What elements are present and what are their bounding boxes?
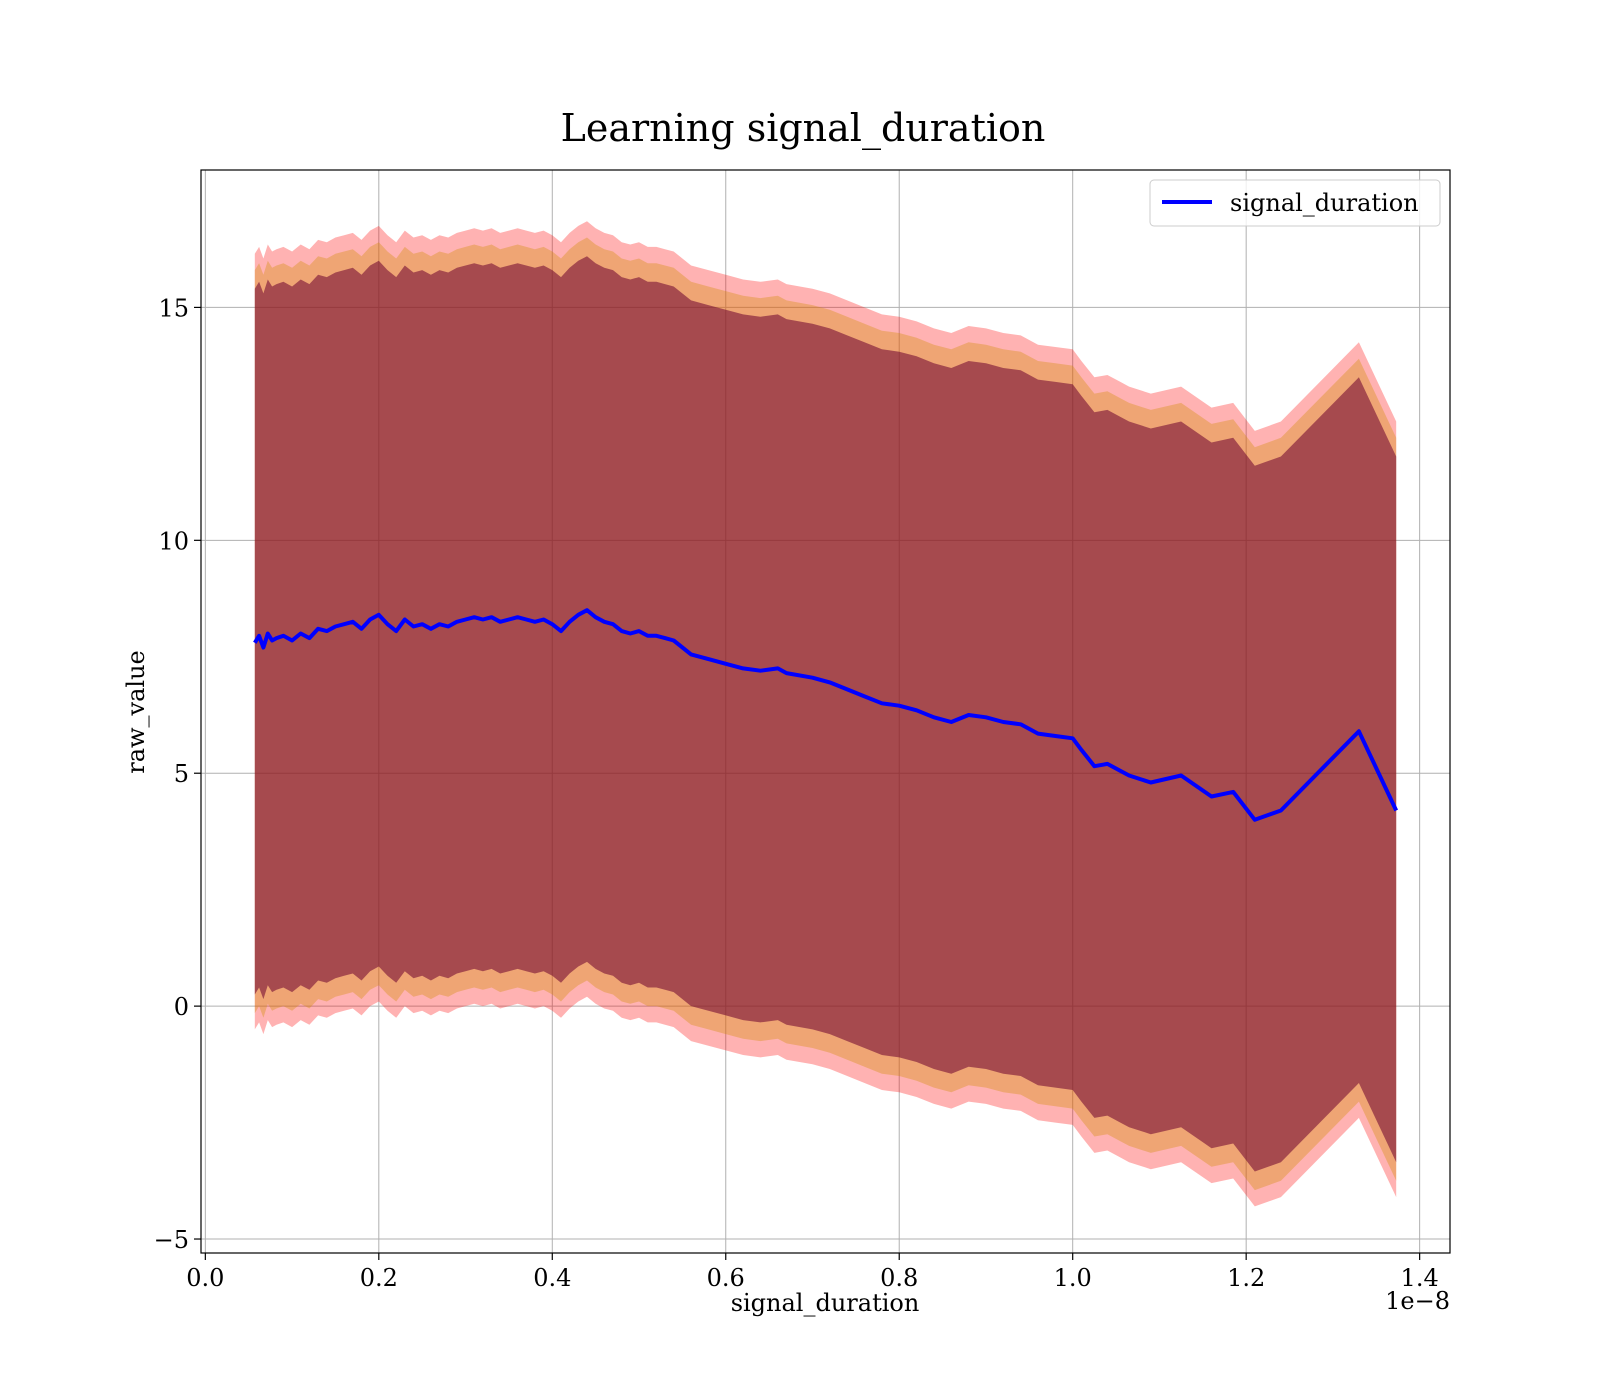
legend-box bbox=[1149, 179, 1441, 227]
y-axis-label: raw_value bbox=[122, 650, 150, 774]
x-tick-label: 0.4 bbox=[533, 1264, 571, 1292]
x-tick-label: 1.4 bbox=[1401, 1264, 1439, 1292]
x-tick-label: 0.0 bbox=[186, 1264, 224, 1292]
y-tick-label: 10 bbox=[158, 527, 189, 555]
y-axis-ticks: −5 0 5 10 15 bbox=[154, 294, 201, 1254]
x-axis-ticks: 0.0 0.2 0.4 0.6 0.8 1.0 1.2 1.4 bbox=[186, 1253, 1439, 1292]
chart-title: Learning signal_duration bbox=[561, 106, 1046, 151]
x-tick-label: 0.2 bbox=[360, 1264, 398, 1292]
legend-label: signal_duration bbox=[1230, 189, 1419, 217]
x-tick-label: 0.6 bbox=[707, 1264, 745, 1292]
y-tick-label: 5 bbox=[174, 760, 189, 788]
series-line-signal-duration bbox=[253, 608, 1399, 822]
y-tick-label: −5 bbox=[154, 1226, 189, 1254]
x-axis-label: signal_duration bbox=[731, 1289, 920, 1317]
plot-frame bbox=[200, 169, 1451, 1254]
series-lines bbox=[253, 608, 1399, 822]
x-axis-offset-label: 1e−8 bbox=[1385, 1287, 1450, 1315]
legend: signal_duration bbox=[1149, 179, 1441, 227]
band-area bbox=[254, 256, 1397, 1172]
x-tick-label: 1.2 bbox=[1227, 1264, 1265, 1292]
x-tick-label: 1.0 bbox=[1054, 1264, 1092, 1292]
y-tick-label: 0 bbox=[174, 993, 189, 1021]
x-tick-label: 0.8 bbox=[880, 1264, 918, 1292]
confidence-bands bbox=[254, 221, 1397, 1207]
y-tick-label: 15 bbox=[158, 294, 189, 322]
